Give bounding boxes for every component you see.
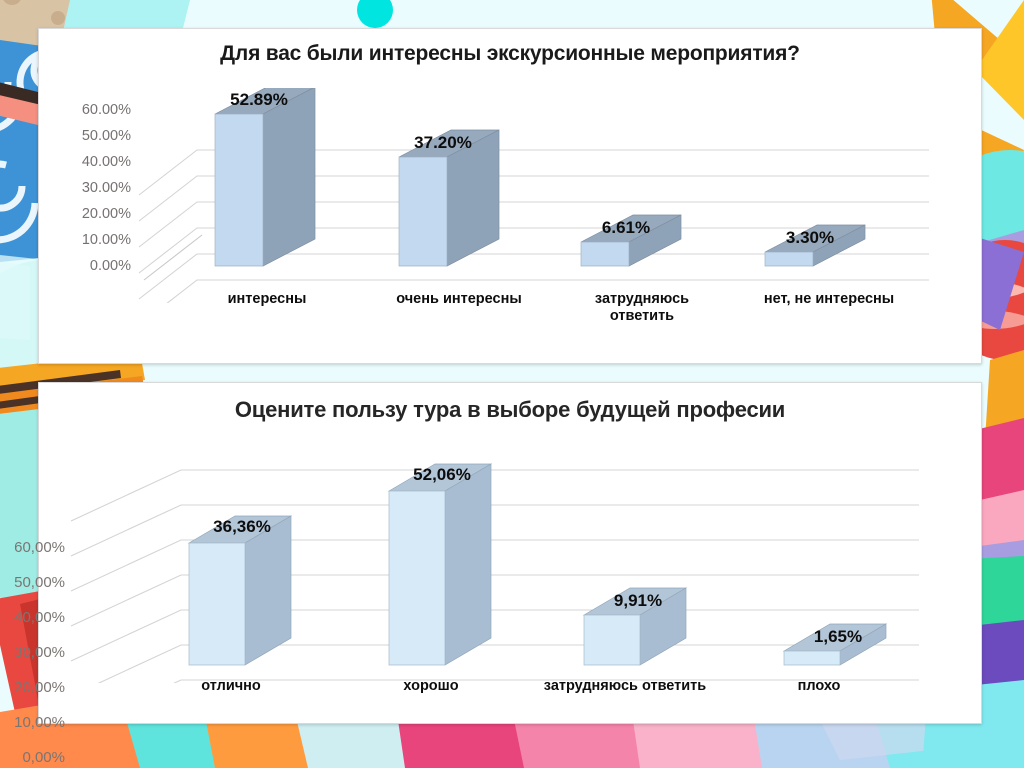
chart-card-top: Для вас были интересны экскурсионные мер… — [38, 28, 982, 364]
bar-3d-1 — [214, 88, 316, 267]
ytick-label-top-3: 30.00% — [81, 180, 131, 196]
data-label-top-1: 37.20% — [414, 133, 472, 152]
bar3d-bottom-4 — [782, 623, 888, 666]
ytick-label-top-1: 50.00% — [81, 128, 131, 144]
floor-top — [143, 234, 203, 281]
bar-3d-3 — [580, 214, 682, 267]
chart-plot-bottom: 60,00% 50,00% 40,00% 30,00% 20,00% 10,00… — [14, 443, 981, 766]
ytick-label-top-4: 20.00% — [81, 206, 131, 222]
bar-3d-2 — [398, 129, 500, 267]
bar3d-bottom-1 — [187, 515, 293, 666]
category-label-bottom-0: отлично — [201, 678, 261, 694]
category-label-bottom-2: затрудняюсь ответить — [543, 678, 707, 694]
gridlines-top — [138, 149, 929, 303]
chart-svg-bottom — [70, 463, 919, 683]
data-label-top-0: 52.89% — [230, 90, 288, 109]
chart-title-top: Для вас были интересны экскурсионные мер… — [220, 42, 800, 65]
category-label-bottom-3: плохо — [797, 678, 841, 694]
chart-card-bottom: Оцените пользу тура в выборе будущей про… — [14, 382, 982, 766]
chart-title-bottom: Оцените пользу тура в выборе будущей про… — [234, 397, 786, 422]
ytick-label-top-0: 60.00% — [81, 102, 131, 118]
data-label-bottom-0: 36,36% — [213, 517, 271, 536]
chart-svg-top — [138, 88, 929, 303]
ytick-label-top-2: 40.00% — [81, 154, 131, 170]
ytick-label-bottom-3: 30,00% — [14, 644, 65, 661]
data-label-top-2: 6.61% — [601, 218, 651, 237]
ytick-label-bottom-5: 10,00% — [14, 714, 65, 731]
ytick-label-bottom-1: 50,00% — [14, 574, 65, 591]
chart-plot-top: 60.00% 50.00% 40.00% 30.00% 20.00% 10.00… — [39, 88, 981, 303]
data-label-bottom-3: 1,65% — [813, 627, 863, 646]
ytick-label-bottom-6: 0,00% — [22, 749, 65, 766]
ytick-label-top-6: 0.00% — [89, 258, 131, 274]
category-label-top-1: очень интересны — [396, 291, 522, 307]
bg-shape-cyan-dot — [357, 0, 393, 28]
ytick-label-bottom-0: 60,00% — [14, 539, 65, 556]
category-label-top-3: нет, не интересны — [763, 291, 895, 307]
ytick-label-bottom-2: 40,00% — [14, 609, 65, 626]
data-label-bottom-2: 9,91% — [613, 591, 663, 610]
data-label-top-3: 3.30% — [785, 228, 835, 247]
bar-3d-4 — [764, 224, 866, 267]
data-label-bottom-1: 52,06% — [413, 465, 471, 484]
category-label-bottom-1: хорошо — [403, 678, 459, 694]
category-label-top-2: затрудняюсь ответить — [594, 291, 690, 324]
bar3d-bottom-2 — [387, 463, 493, 666]
ytick-label-bottom-4: 20,00% — [14, 679, 65, 696]
category-label-top-0: интересны — [227, 291, 307, 307]
bar3d-bottom-3 — [582, 587, 688, 666]
ytick-label-top-5: 10.00% — [81, 232, 131, 248]
